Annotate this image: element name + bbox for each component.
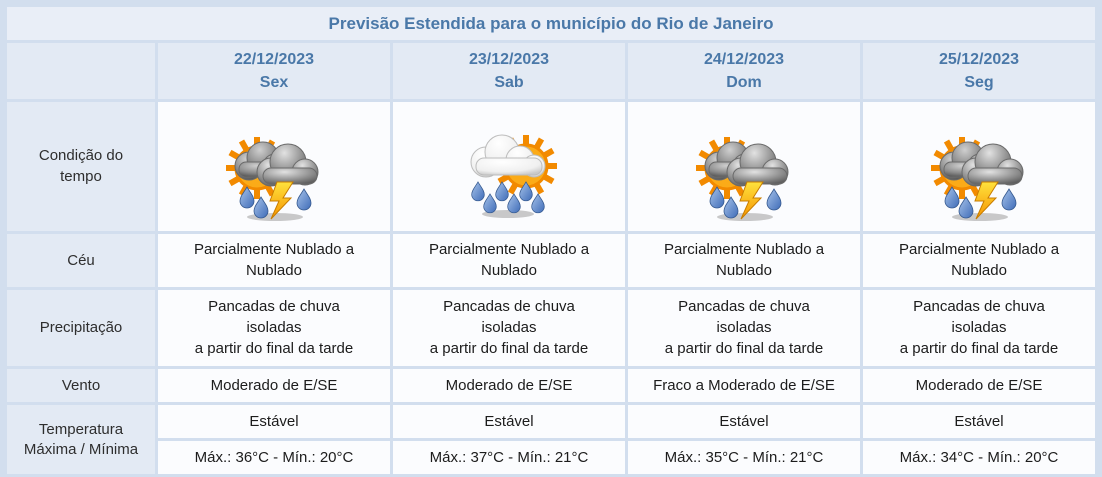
sky-cell-2: Parcialmente Nublado a Nublado xyxy=(628,234,860,288)
weekday-label: Dom xyxy=(726,74,762,91)
precipitation-cell-0: Pancadas de chuva isoladas a partir do f… xyxy=(158,290,390,367)
wind-cell-0: Moderado de E/SE xyxy=(158,369,390,403)
date-label: 25/12/2023 xyxy=(938,50,1020,68)
precipitation-cell-2: Pancadas de chuva isoladas a partir do f… xyxy=(628,290,860,367)
forecast-table: Previsão Estendida para o município do R… xyxy=(4,4,1098,477)
condition-cell-3 xyxy=(863,102,1096,232)
sun-dark-clouds-rain-lightning-icon xyxy=(209,124,339,224)
date-label: 22/12/2023 xyxy=(233,50,315,68)
page-title: Previsão Estendida para o município do R… xyxy=(7,7,1096,40)
day-header-0: 22/12/2023 Sex xyxy=(158,43,390,99)
weekday-label: Seg xyxy=(964,74,994,91)
sky-cell-3: Parcialmente Nublado a Nublado xyxy=(863,234,1096,288)
temp-trend-cell-3: Estável xyxy=(863,405,1096,439)
weekday-label: Sab xyxy=(494,74,524,91)
wind-cell-3: Moderado de E/SE xyxy=(863,369,1096,403)
precipitation-cell-3: Pancadas de chuva isoladas a partir do f… xyxy=(863,290,1096,367)
temp-range-cell-0: Máx.: 36°C - Mín.: 20°C xyxy=(158,441,390,475)
precipitation-cell-1: Pancadas de chuva isoladas a partir do f… xyxy=(393,290,625,367)
sun-dark-clouds-rain-lightning-icon xyxy=(679,124,809,224)
sun-clouds-rain-icon xyxy=(444,124,574,224)
title-row: Previsão Estendida para o município do R… xyxy=(7,7,1096,40)
corner-cell xyxy=(7,43,155,99)
row-label-temperature: Temperatura Máxima / Mínima xyxy=(7,405,155,475)
date-label: 24/12/2023 xyxy=(703,50,785,68)
row-label-condition: Condição do tempo xyxy=(7,102,155,232)
day-header-3: 25/12/2023 Seg xyxy=(863,43,1096,99)
sky-cell-0: Parcialmente Nublado a Nublado xyxy=(158,234,390,288)
row-label-sky: Céu xyxy=(7,234,155,288)
temp-trend-cell-0: Estável xyxy=(158,405,390,439)
date-label: 23/12/2023 xyxy=(468,50,550,68)
wind-cell-1: Moderado de E/SE xyxy=(393,369,625,403)
temp-range-cell-2: Máx.: 35°C - Mín.: 21°C xyxy=(628,441,860,475)
condition-cell-1 xyxy=(393,102,625,232)
temp-trend-cell-2: Estável xyxy=(628,405,860,439)
row-label-precipitation: Precipitação xyxy=(7,290,155,367)
date-header-row: 22/12/2023 Sex 23/12/2023 Sab 24/12/2023… xyxy=(7,43,1096,99)
condition-cell-2 xyxy=(628,102,860,232)
sun-dark-clouds-rain-lightning-icon xyxy=(914,124,1044,224)
sky-row: Céu Parcialmente Nublado a Nublado Parci… xyxy=(7,234,1096,288)
condition-cell-0 xyxy=(158,102,390,232)
condition-row: Condição do tempo xyxy=(7,102,1096,232)
wind-cell-2: Fraco a Moderado de E/SE xyxy=(628,369,860,403)
day-header-2: 24/12/2023 Dom xyxy=(628,43,860,99)
forecast-page: Previsão Estendida para o município do R… xyxy=(7,7,1096,475)
temp-range-cell-3: Máx.: 34°C - Mín.: 20°C xyxy=(863,441,1096,475)
temp-trend-cell-1: Estável xyxy=(393,405,625,439)
row-label-wind: Vento xyxy=(7,369,155,403)
temperature-trend-row: Temperatura Máxima / Mínima Estável Está… xyxy=(7,405,1096,475)
temp-range-cell-1: Máx.: 37°C - Mín.: 21°C xyxy=(393,441,625,475)
precipitation-row: Precipitação Pancadas de chuva isoladas … xyxy=(7,290,1096,367)
wind-row: Vento Moderado de E/SE Moderado de E/SE … xyxy=(7,369,1096,403)
weekday-label: Sex xyxy=(259,74,289,91)
sky-cell-1: Parcialmente Nublado a Nublado xyxy=(393,234,625,288)
temperature-range-row: Máx.: 36°C - Mín.: 20°C Máx.: 37°C - Mín… xyxy=(7,441,1096,475)
day-header-1: 23/12/2023 Sab xyxy=(393,43,625,99)
